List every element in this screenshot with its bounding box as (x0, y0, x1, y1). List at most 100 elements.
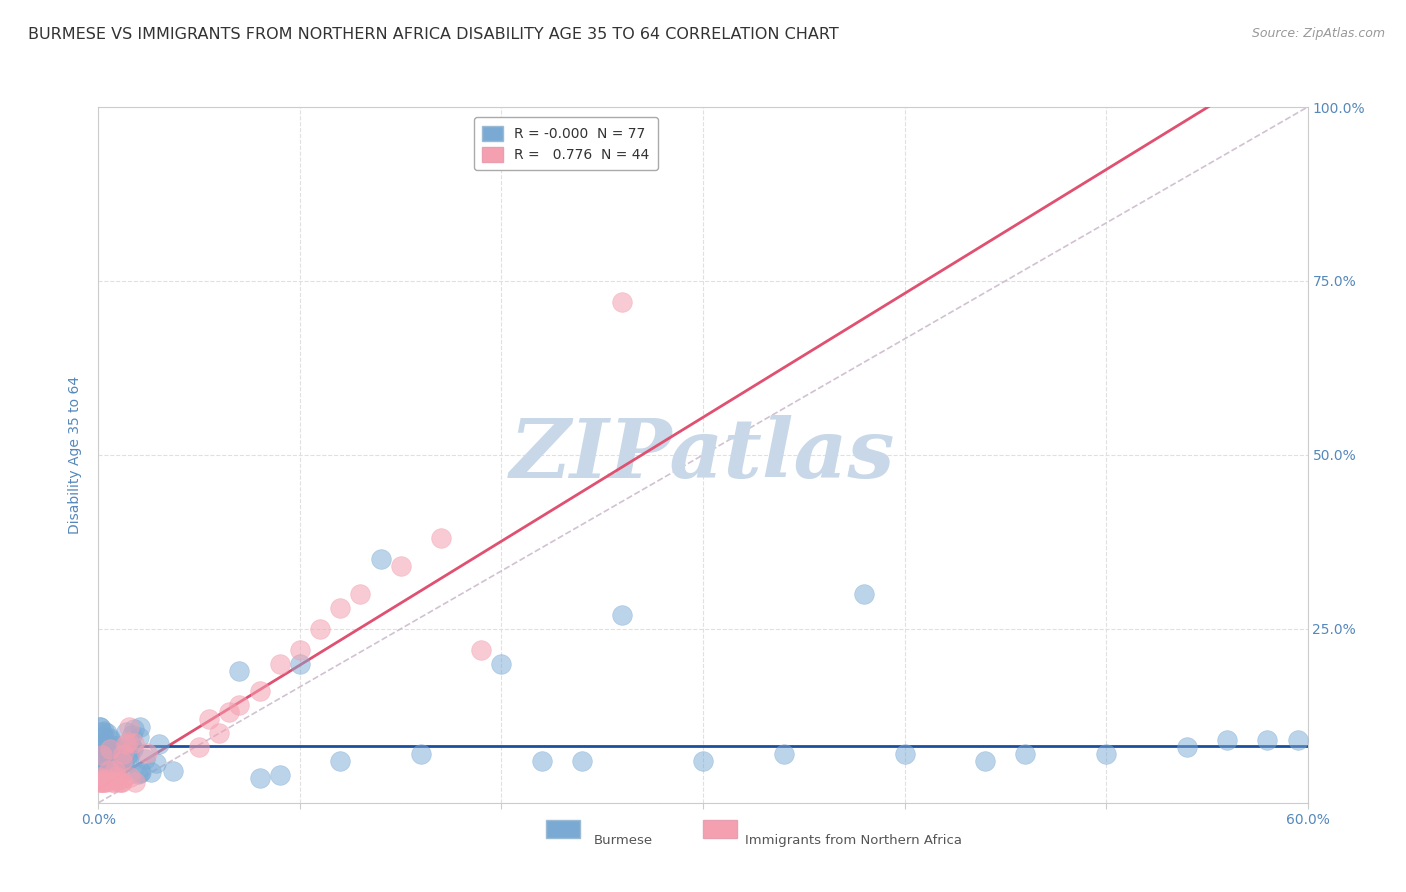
Point (249, 772, 271, 786)
Point (118, 751, 141, 765)
Point (110, 775, 132, 789)
Point (105, 765, 128, 780)
Text: Immigrants from Northern Africa: Immigrants from Northern Africa (745, 834, 962, 847)
Point (121, 739, 143, 754)
Point (612, 294, 634, 309)
Point (93, 747, 115, 761)
Point (692, 754, 714, 768)
Point (112, 747, 135, 762)
Point (97, 740, 120, 755)
Point (1286, 733, 1309, 747)
Point (98, 742, 121, 756)
Point (112, 755, 135, 769)
Point (853, 587, 876, 601)
Point (101, 747, 124, 762)
Point (198, 712, 221, 726)
Point (100, 775, 122, 789)
Point (370, 552, 392, 566)
FancyBboxPatch shape (546, 821, 579, 838)
Point (612, 607, 634, 622)
Point (110, 766, 132, 780)
Point (93, 724, 115, 739)
Text: BURMESE VS IMMIGRANTS FROM NORTHERN AFRICA DISABILITY AGE 35 TO 64 CORRELATION C: BURMESE VS IMMIGRANTS FROM NORTHERN AFRI… (28, 27, 839, 42)
Point (115, 750, 138, 764)
Point (104, 752, 127, 766)
Point (228, 698, 250, 713)
Point (409, 747, 432, 761)
Point (101, 739, 124, 753)
Point (93, 775, 115, 789)
Point (96, 726, 118, 740)
Point (329, 754, 352, 768)
Point (269, 768, 291, 782)
Point (772, 747, 794, 761)
Point (91, 775, 114, 789)
Point (101, 775, 124, 789)
Point (129, 766, 152, 780)
Point (139, 764, 162, 779)
Point (249, 684, 271, 698)
Point (974, 754, 997, 768)
Text: ZIPatlas: ZIPatlas (510, 415, 896, 495)
Point (893, 747, 915, 761)
Point (111, 743, 134, 757)
Point (107, 744, 129, 758)
Point (1256, 733, 1278, 747)
Point (94, 775, 117, 789)
Point (100, 733, 122, 747)
Point (98, 740, 121, 755)
Point (269, 657, 291, 671)
Point (188, 740, 211, 755)
Point (89, 720, 111, 734)
Point (491, 657, 513, 671)
Point (571, 754, 593, 768)
Point (124, 775, 146, 789)
Legend: R = -0.000  N = 77, R =   0.776  N = 44: R = -0.000 N = 77, R = 0.776 N = 44 (474, 118, 658, 170)
Point (349, 587, 371, 601)
Point (97, 745, 120, 759)
Point (1014, 747, 1036, 761)
Point (105, 753, 128, 767)
Point (118, 770, 141, 784)
Point (91, 730, 114, 744)
Point (103, 763, 125, 777)
Point (91, 772, 114, 787)
Point (218, 706, 240, 720)
Point (91, 725, 114, 739)
Point (127, 766, 149, 780)
Point (309, 622, 332, 636)
Point (470, 642, 492, 657)
Y-axis label: Disability Age 35 to 64: Disability Age 35 to 64 (69, 376, 83, 534)
Point (288, 657, 311, 671)
Point (121, 728, 143, 742)
Point (111, 746, 134, 760)
Point (96, 745, 118, 759)
Point (91, 751, 114, 765)
Point (104, 739, 127, 753)
FancyBboxPatch shape (703, 821, 737, 838)
Point (89, 775, 111, 789)
Point (90, 739, 112, 754)
Point (90, 747, 112, 762)
Point (1175, 740, 1198, 755)
Point (228, 664, 250, 678)
Point (128, 731, 150, 745)
Point (118, 720, 141, 734)
Point (1095, 747, 1118, 761)
Point (98, 763, 121, 777)
Point (530, 754, 553, 768)
Point (90, 740, 112, 755)
Point (90, 754, 112, 768)
Text: Source: ZipAtlas.com: Source: ZipAtlas.com (1251, 27, 1385, 40)
Text: Burmese: Burmese (595, 834, 654, 847)
Point (430, 532, 453, 546)
Point (98, 731, 121, 745)
Point (104, 756, 127, 770)
Point (96, 753, 118, 767)
Point (288, 642, 311, 657)
Point (104, 768, 127, 782)
Point (97, 742, 120, 756)
Point (122, 722, 145, 736)
Point (111, 754, 134, 768)
Point (117, 735, 139, 749)
